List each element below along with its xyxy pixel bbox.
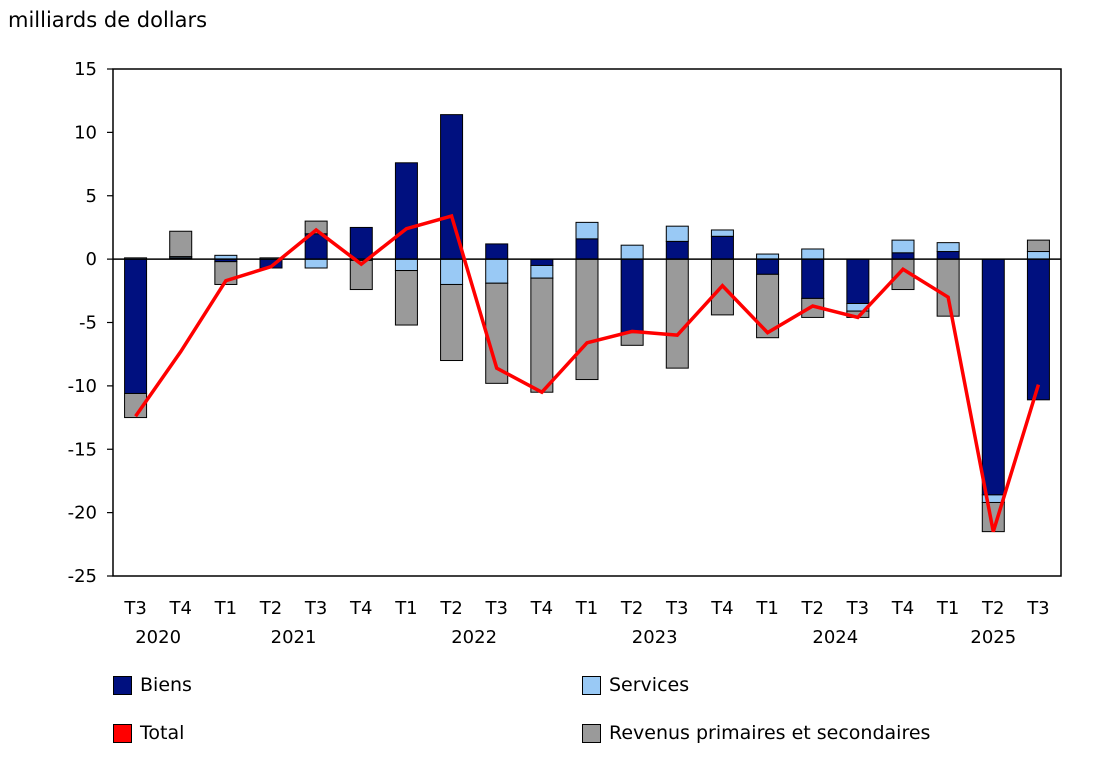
legend-label-total: Total <box>140 722 185 744</box>
x-tick-label-15: T2 <box>800 598 823 619</box>
year-label-2020: 2020 <box>135 627 181 648</box>
bar-revenus-5 <box>349 259 373 291</box>
bar-biens-12 <box>665 240 689 260</box>
bar-revenus-6 <box>394 270 418 326</box>
x-tick-label-4: T3 <box>304 598 327 619</box>
bar-biens-8 <box>485 243 509 260</box>
bar-revenus-1 <box>169 230 193 258</box>
bar-revenus-4 <box>304 220 328 235</box>
y-tick-label-6: -15 <box>68 439 97 460</box>
bar-biens-13 <box>710 235 734 260</box>
y-tick-label-0: 15 <box>74 59 97 80</box>
bar-biens-17 <box>891 252 915 260</box>
x-tick-label-16: T3 <box>846 598 869 619</box>
bar-services-8 <box>485 258 509 284</box>
bar-biens-16 <box>846 258 870 304</box>
year-label-2025: 2025 <box>970 627 1016 648</box>
bar-services-9 <box>530 264 554 279</box>
legend-swatch-services <box>582 675 601 695</box>
x-tick-label-8: T3 <box>484 598 507 619</box>
bar-biens-19 <box>981 258 1005 496</box>
bar-biens-11 <box>620 258 644 334</box>
x-tick-label-6: T1 <box>394 598 417 619</box>
bar-services-13 <box>710 229 734 237</box>
x-tick-label-19: T2 <box>981 598 1004 619</box>
bar-revenus-20 <box>1026 239 1050 253</box>
bar-biens-5 <box>349 226 373 260</box>
bar-services-18 <box>936 242 960 253</box>
bar-services-15 <box>801 248 825 260</box>
y-tick-label-8: -25 <box>68 566 97 587</box>
y-tick-label-7: -20 <box>68 503 97 524</box>
year-label-2024: 2024 <box>812 627 858 648</box>
bar-services-12 <box>665 225 689 242</box>
legend-label-revenus: Revenus primaires et secondaires <box>609 722 931 744</box>
x-tick-label-18: T1 <box>936 598 959 619</box>
bar-revenus-18 <box>936 258 960 317</box>
legend-item-revenus: Revenus primaires et secondaires <box>582 722 930 744</box>
legend-swatch-revenus <box>582 723 601 743</box>
bar-services-11 <box>620 244 644 260</box>
bar-biens-0 <box>124 258 148 394</box>
legend-item-total: Total <box>113 722 184 744</box>
x-tick-label-5: T4 <box>349 598 372 619</box>
x-tick-label-9: T4 <box>530 598 553 619</box>
year-label-2021: 2021 <box>271 627 317 648</box>
bar-services-4 <box>304 258 328 269</box>
bar-revenus-7 <box>440 283 464 362</box>
legend-label-services: Services <box>609 674 690 696</box>
y-tick-label-2: 5 <box>86 186 97 207</box>
bar-revenus-12 <box>665 258 689 369</box>
bar-services-14 <box>756 253 780 260</box>
x-tick-label-2: T1 <box>214 598 237 619</box>
legend-swatch-total <box>113 723 132 743</box>
bar-services-7 <box>440 258 464 285</box>
line-total <box>134 213 1041 533</box>
x-tick-label-1: T4 <box>168 598 191 619</box>
legend-item-biens: Biens <box>113 674 192 696</box>
x-tick-label-17: T4 <box>891 598 914 619</box>
bar-biens-9 <box>530 258 554 266</box>
bar-biens-18 <box>936 251 960 260</box>
x-tick-label-0: T3 <box>123 598 146 619</box>
year-label-2023: 2023 <box>632 627 678 648</box>
x-tick-label-7: T2 <box>439 598 462 619</box>
x-tick-label-3: T2 <box>259 598 282 619</box>
bar-revenus-14 <box>756 273 780 339</box>
legend-item-services: Services <box>582 674 689 696</box>
bar-revenus-10 <box>575 258 599 381</box>
x-tick-label-11: T2 <box>620 598 643 619</box>
year-label-2022: 2022 <box>451 627 497 648</box>
bar-biens-10 <box>575 238 599 260</box>
bar-biens-6 <box>394 162 418 260</box>
x-tick-label-12: T3 <box>665 598 688 619</box>
legend-swatch-biens <box>113 675 132 695</box>
x-tick-label-10: T1 <box>575 598 598 619</box>
bar-services-10 <box>575 221 599 240</box>
y-tick-label-3: 0 <box>86 249 97 270</box>
bar-services-20 <box>1026 251 1050 260</box>
bar-revenus-9 <box>530 277 554 393</box>
x-tick-label-20: T3 <box>1026 598 1049 619</box>
x-tick-label-13: T4 <box>710 598 733 619</box>
y-tick-label-1: 10 <box>74 122 97 143</box>
bar-biens-20 <box>1026 258 1050 401</box>
bar-services-17 <box>891 239 915 254</box>
bar-revenus-0 <box>124 392 148 419</box>
legend-label-biens: Biens <box>140 674 192 696</box>
y-tick-label-5: -10 <box>68 376 97 397</box>
y-tick-label-4: -5 <box>79 313 97 334</box>
bar-services-6 <box>394 258 418 272</box>
bar-biens-14 <box>756 258 780 275</box>
bar-biens-15 <box>801 258 825 299</box>
x-tick-label-14: T1 <box>755 598 778 619</box>
y-axis-unit-label: milliards de dollars <box>8 8 208 32</box>
